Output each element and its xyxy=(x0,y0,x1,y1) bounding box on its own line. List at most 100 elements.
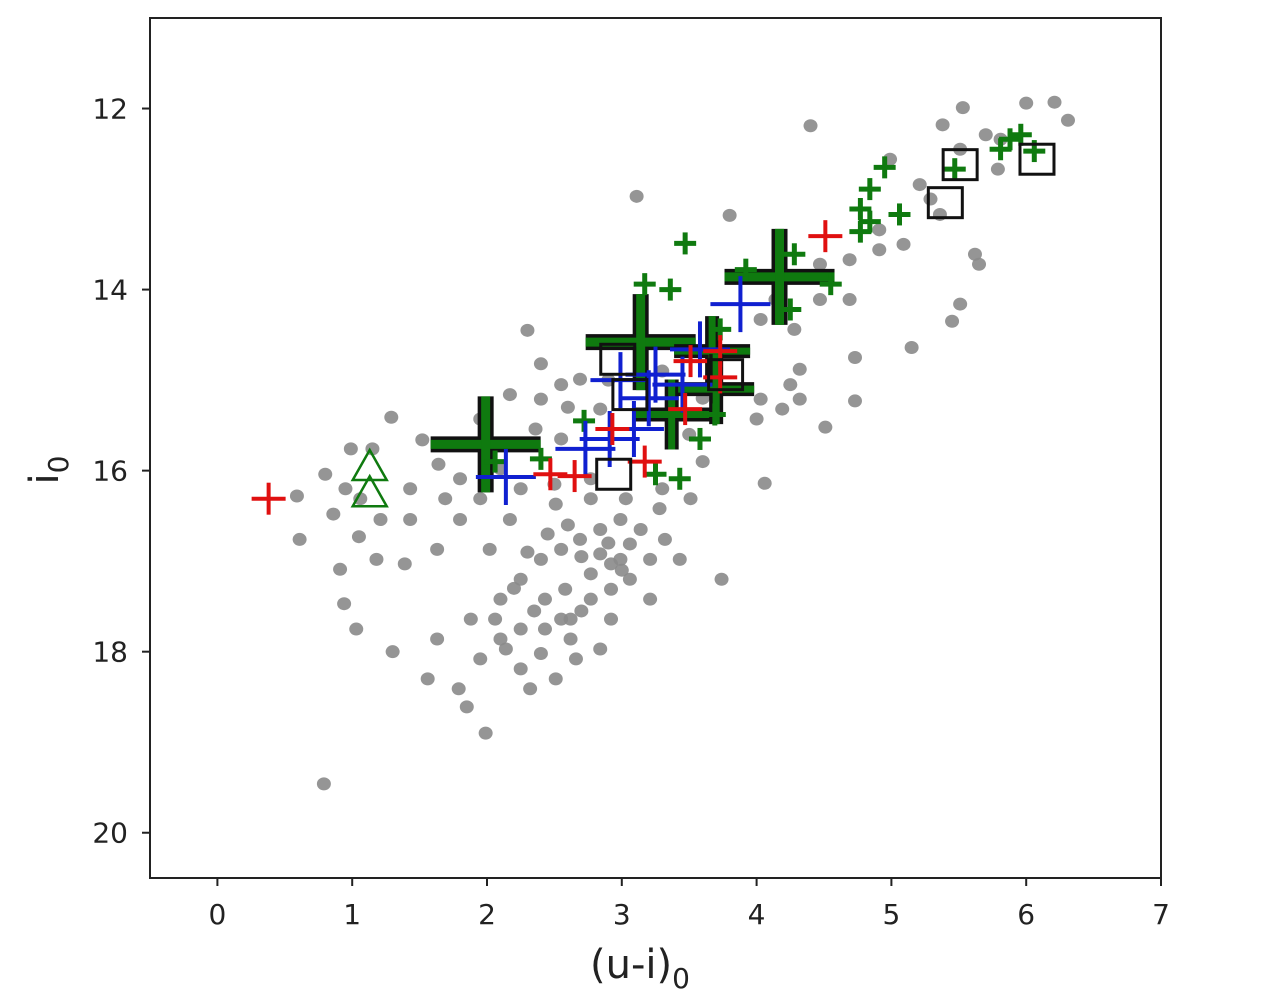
x-tick-label: 5 xyxy=(882,898,900,931)
gray-data-point xyxy=(1047,95,1062,109)
plus-marker xyxy=(703,403,726,426)
gray-data-point xyxy=(528,422,543,436)
y-axis-label-subscript: 0 xyxy=(42,456,75,474)
gray-data-point xyxy=(583,567,598,581)
gray-data-point xyxy=(753,392,768,406)
gray-data-point xyxy=(453,472,468,486)
gray-data-point xyxy=(513,622,528,636)
gray-data-point xyxy=(695,455,710,469)
gray-data-point xyxy=(397,557,412,571)
gray-data-point xyxy=(990,162,1005,176)
gray-data-point xyxy=(533,552,548,566)
plus-marker xyxy=(688,427,711,450)
gray-data-point xyxy=(643,552,658,566)
gray-data-point xyxy=(351,530,366,544)
gray-data-point xyxy=(493,592,508,606)
gray-data-point xyxy=(473,492,488,506)
gray-data-point xyxy=(672,552,687,566)
plus-marker xyxy=(849,198,872,221)
gray-data-point xyxy=(513,572,528,586)
gray-data-point xyxy=(451,682,466,696)
x-axis-label-subscript: 0 xyxy=(672,962,690,994)
gray-data-point xyxy=(783,378,798,392)
gray-data-point xyxy=(792,362,807,376)
gray-data-point xyxy=(318,467,333,481)
gray-data-point xyxy=(749,412,764,426)
plus-marker xyxy=(627,445,662,478)
plus-marker xyxy=(819,273,842,296)
gray-data-point xyxy=(373,513,388,527)
gray-data-point xyxy=(568,652,583,666)
gray-data-point xyxy=(967,247,982,261)
plus-marker xyxy=(668,467,691,490)
gray-data-point xyxy=(714,572,729,586)
gray-data-point xyxy=(513,662,528,676)
gray-data-point xyxy=(629,189,644,203)
plus-marker xyxy=(595,412,630,445)
gray-data-point xyxy=(527,604,542,618)
gray-data-point xyxy=(613,513,628,527)
gray-data-point xyxy=(478,726,493,740)
gray-data-point xyxy=(502,388,517,402)
gray-data-point xyxy=(896,237,911,251)
plus-marker xyxy=(808,220,843,253)
gray-data-point xyxy=(842,253,857,267)
plus-marker xyxy=(779,298,802,321)
y-axis-ticks: 12 14 16 18 20 xyxy=(92,93,150,850)
axes-frame xyxy=(149,17,1162,879)
plus-marker xyxy=(484,450,507,473)
square-marker xyxy=(707,358,745,392)
plus-marker xyxy=(557,460,592,493)
x-tick-label: 6 xyxy=(1017,898,1035,931)
gray-data-point xyxy=(583,492,598,506)
plus-marker xyxy=(644,463,667,486)
gray-data-point xyxy=(520,323,535,337)
gray-data-point xyxy=(289,489,304,503)
gray-data-point xyxy=(945,314,960,328)
gray-data-point xyxy=(622,572,637,586)
y-tick-label: 18 xyxy=(92,636,128,669)
gray-data-point xyxy=(618,492,633,506)
gray-data-point xyxy=(563,612,578,626)
gray-data-point xyxy=(803,119,818,133)
plus-marker xyxy=(873,156,896,179)
triangle-marker xyxy=(350,473,389,508)
gray-data-point xyxy=(502,513,517,527)
gray-data-point xyxy=(563,632,578,646)
plus-marker xyxy=(710,276,771,333)
gray-data-point xyxy=(622,537,637,551)
x-axis-ticks: 0 1 2 3 4 5 6 7 xyxy=(208,878,1170,931)
plus-marker xyxy=(251,482,286,515)
gray-data-point xyxy=(353,492,368,506)
gray-data-point xyxy=(812,257,827,271)
plus-marker xyxy=(618,370,679,427)
gray-data-point xyxy=(593,402,608,416)
y-tick-label: 12 xyxy=(92,93,128,126)
gray-data-point xyxy=(369,552,384,566)
y-tick-label: 16 xyxy=(92,455,128,488)
triangle-marker xyxy=(350,447,389,482)
plus-marker xyxy=(529,447,552,470)
gray-data-point xyxy=(792,392,807,406)
gray-data-point xyxy=(548,672,563,686)
gray-data-point xyxy=(554,542,569,556)
plus-marker xyxy=(734,258,757,281)
gray-data-point xyxy=(722,208,737,222)
gray-data-point xyxy=(848,350,863,364)
square-marker xyxy=(599,342,637,376)
gray-data-point xyxy=(349,622,364,636)
gray-data-point xyxy=(548,497,563,511)
gray-data-point xyxy=(540,527,555,541)
gray-data-point xyxy=(316,777,331,791)
gray-data-point xyxy=(955,101,970,115)
gray-data-point xyxy=(482,542,497,556)
gray-data-point xyxy=(385,645,400,659)
y-tick-label: 14 xyxy=(92,274,128,307)
x-tick-label: 0 xyxy=(208,898,226,931)
series-green-plus-small xyxy=(484,123,1046,490)
square-marker xyxy=(941,148,979,182)
plus-marker xyxy=(673,345,708,378)
gray-data-point xyxy=(488,612,503,626)
gray-data-point xyxy=(574,604,589,618)
